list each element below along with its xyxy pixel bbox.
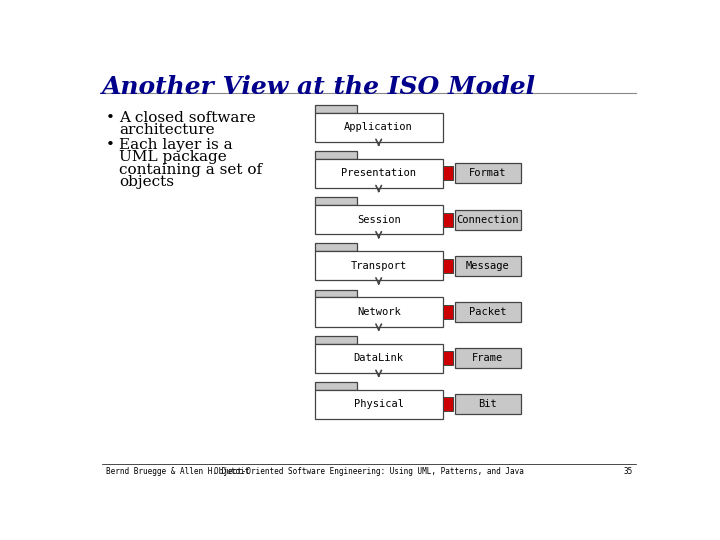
Bar: [315, 159, 443, 188]
Text: Bernd Bruegge & Allen H. Dutoit: Bernd Bruegge & Allen H. Dutoit: [106, 467, 249, 476]
Bar: [315, 112, 443, 142]
Bar: [315, 251, 443, 280]
Bar: [315, 382, 357, 390]
Text: Session: Session: [357, 214, 400, 225]
Text: Connection: Connection: [456, 214, 519, 225]
Bar: [443, 166, 453, 180]
Bar: [315, 343, 443, 373]
Text: UML package: UML package: [120, 150, 228, 164]
Bar: [443, 397, 453, 411]
Bar: [315, 298, 443, 327]
Text: Transport: Transport: [351, 261, 407, 271]
Text: architecture: architecture: [120, 123, 215, 137]
Text: DataLink: DataLink: [354, 353, 404, 363]
Bar: [315, 197, 357, 205]
Bar: [455, 348, 521, 368]
Text: Packet: Packet: [469, 307, 507, 317]
Text: Another View at the ISO Model: Another View at the ISO Model: [102, 75, 536, 99]
Bar: [455, 164, 521, 184]
Bar: [315, 390, 443, 419]
Bar: [455, 394, 521, 414]
Text: A closed software: A closed software: [120, 111, 256, 125]
Bar: [315, 105, 357, 112]
Text: Object-Oriented Software Engineering: Using UML, Patterns, and Java: Object-Oriented Software Engineering: Us…: [214, 467, 524, 476]
Bar: [315, 205, 443, 234]
Text: Physical: Physical: [354, 400, 404, 409]
Bar: [455, 210, 521, 230]
Text: •: •: [106, 111, 114, 125]
Text: Message: Message: [466, 261, 510, 271]
Text: 35: 35: [624, 467, 632, 476]
Text: •: •: [106, 138, 114, 152]
Bar: [455, 302, 521, 322]
Text: Each layer is a: Each layer is a: [120, 138, 233, 152]
Bar: [315, 151, 357, 159]
Bar: [443, 305, 453, 319]
Text: Format: Format: [469, 168, 507, 178]
Bar: [315, 244, 357, 251]
Bar: [315, 289, 357, 298]
Bar: [443, 259, 453, 273]
Bar: [443, 351, 453, 365]
Bar: [315, 336, 357, 343]
Text: containing a set of: containing a set of: [120, 163, 263, 177]
Text: Bit: Bit: [479, 400, 498, 409]
Text: objects: objects: [120, 175, 174, 189]
Text: Network: Network: [357, 307, 400, 317]
Bar: [443, 213, 453, 226]
Bar: [455, 256, 521, 276]
Text: Frame: Frame: [472, 353, 503, 363]
Text: Presentation: Presentation: [341, 168, 416, 178]
Text: Application: Application: [344, 122, 413, 132]
